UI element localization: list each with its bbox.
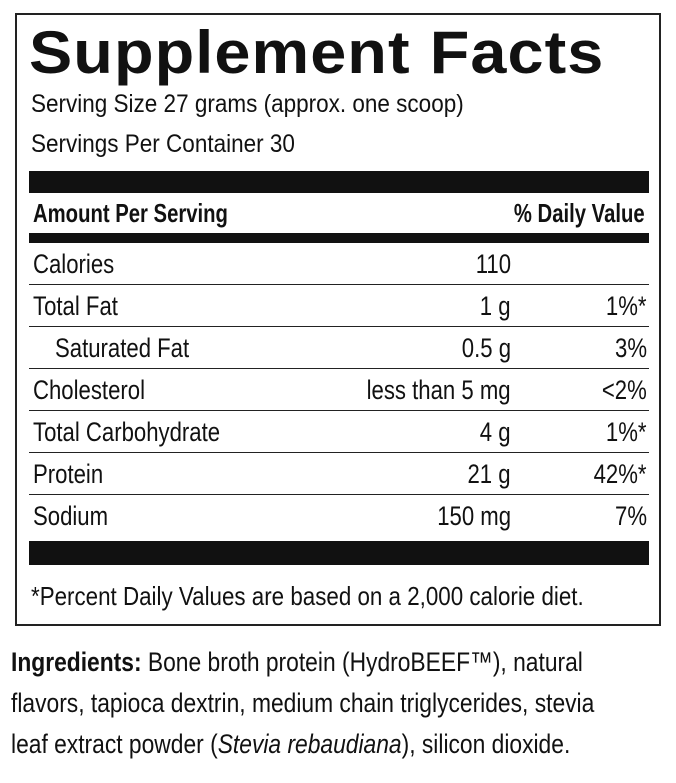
nutrient-daily-value: 1%* xyxy=(606,417,647,447)
nutrient-row: Cholesterol less than 5 mg <2% xyxy=(29,369,649,411)
ingredients-text-end: ), silicon dioxide. xyxy=(401,729,571,759)
nutrient-amount: 150 mg xyxy=(437,501,511,531)
nutrient-table: Calories 110 Total Fat 1 g 1%* Saturated… xyxy=(29,243,649,537)
nutrient-amount: 0.5 g xyxy=(461,333,511,363)
amount-per-serving-heading: Amount Per Serving xyxy=(33,198,228,228)
nutrient-name: Protein xyxy=(33,459,104,489)
servings-per-container: Servings Per Container 30 xyxy=(31,130,295,158)
nutrient-amount: less than 5 mg xyxy=(367,375,511,405)
nutrient-daily-value: 7% xyxy=(614,501,647,531)
nutrient-row: Calories 110 xyxy=(29,243,649,285)
supplement-facts-panel: Supplement Facts Serving Size 27 grams (… xyxy=(15,13,661,626)
nutrient-name: Saturated Fat xyxy=(55,333,190,363)
nutrient-amount: 21 g xyxy=(467,459,511,489)
nutrient-daily-value: <2% xyxy=(602,375,647,405)
nutrient-row: Total Carbohydrate 4 g 1%* xyxy=(29,411,649,453)
serving-size: Serving Size 27 grams (approx. one scoop… xyxy=(31,90,464,118)
nutrient-name: Total Fat xyxy=(33,291,118,321)
nutrient-name: Cholesterol xyxy=(33,375,145,405)
nutrient-amount: 110 xyxy=(475,249,511,279)
ingredients-botanical-name: Stevia rebaudiana xyxy=(217,729,402,759)
daily-value-footnote: *Percent Daily Values are based on a 2,0… xyxy=(31,581,584,611)
nutrient-name: Total Carbohydrate xyxy=(33,417,221,447)
daily-value-heading: % Daily Value xyxy=(514,198,645,228)
nutrient-row: Total Fat 1 g 1%* xyxy=(29,285,649,327)
nutrient-name: Sodium xyxy=(33,501,109,531)
nutrient-daily-value: 1%* xyxy=(606,291,647,321)
medium-divider xyxy=(29,233,649,243)
nutrient-name: Calories xyxy=(33,249,115,279)
nutrient-amount: 1 g xyxy=(480,291,511,321)
nutrient-amount: 4 g xyxy=(480,417,511,447)
thick-divider-bottom xyxy=(29,541,649,565)
nutrient-daily-value: 42%* xyxy=(594,459,647,489)
nutrient-row: Sodium 150 mg 7% xyxy=(29,495,649,537)
nutrient-row: Protein 21 g 42%* xyxy=(29,453,649,495)
panel-title: Supplement Facts xyxy=(29,19,605,86)
nutrient-daily-value: 3% xyxy=(614,333,647,363)
ingredients-label: Ingredients: xyxy=(11,647,142,677)
thick-divider-top xyxy=(29,171,649,193)
nutrient-row: Saturated Fat 0.5 g 3% xyxy=(29,327,649,369)
ingredients-text: Bone broth protein (HydroBEEF™), natural… xyxy=(11,647,595,759)
ingredients-statement: Ingredients: Bone broth protein (HydroBE… xyxy=(11,642,636,765)
